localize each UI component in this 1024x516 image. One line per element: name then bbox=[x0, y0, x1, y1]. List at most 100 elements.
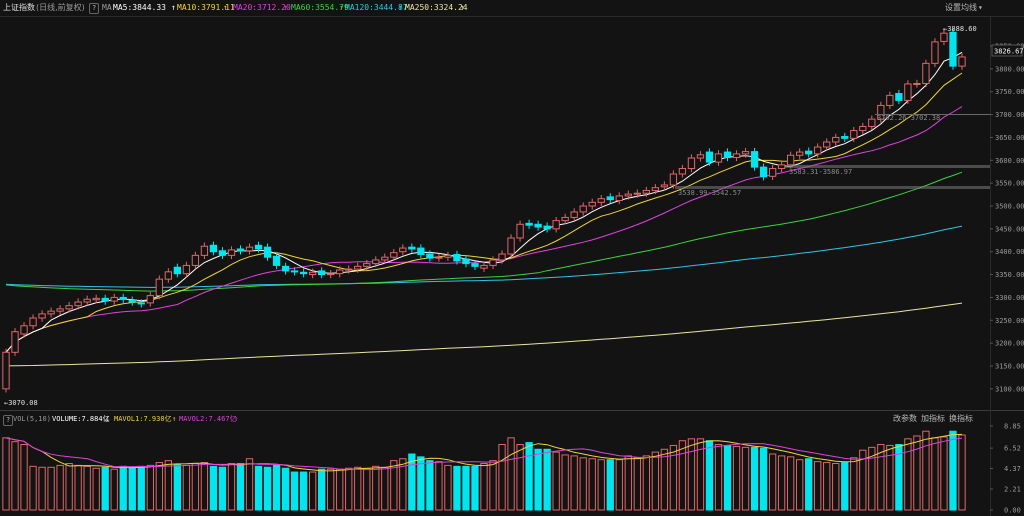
candle-body bbox=[940, 32, 948, 42]
volume-bar bbox=[272, 464, 281, 511]
candle bbox=[155, 275, 163, 300]
volume-bar bbox=[922, 430, 930, 511]
candle bbox=[101, 294, 109, 305]
volume-bar bbox=[173, 463, 182, 511]
candle-body bbox=[516, 223, 524, 239]
period-label[interactable]: (日线,前复权) bbox=[36, 3, 85, 12]
volume-bar bbox=[498, 444, 506, 511]
candle-body bbox=[606, 196, 614, 201]
chart-header: 上证指数 (日线,前复权) ? MA MA5:3844.33 ↑ MA10:37… bbox=[0, 0, 1024, 16]
volume-bar bbox=[525, 442, 533, 511]
volume-bar bbox=[11, 441, 19, 511]
candle-body bbox=[660, 184, 669, 188]
candle-body bbox=[841, 136, 849, 139]
candle-body bbox=[687, 157, 696, 170]
candle bbox=[570, 208, 578, 222]
vol-help-icon[interactable]: ? bbox=[3, 415, 14, 426]
chevron-down-icon[interactable]: ▾ bbox=[978, 3, 983, 12]
level-band-2 bbox=[785, 165, 990, 168]
candle-body bbox=[597, 198, 605, 203]
volume-bar bbox=[678, 440, 687, 511]
candle-body bbox=[489, 259, 497, 266]
price-tick-label: 3150.00 bbox=[995, 363, 1024, 371]
volume-bar bbox=[453, 465, 461, 511]
candle bbox=[200, 242, 209, 260]
candle bbox=[660, 181, 669, 191]
price-tick-label: 3400.00 bbox=[995, 248, 1024, 256]
volume-bar bbox=[768, 453, 777, 511]
candle-body bbox=[678, 168, 687, 175]
candle bbox=[895, 89, 903, 105]
candle-body bbox=[588, 201, 596, 207]
candle bbox=[543, 222, 551, 233]
candle-body bbox=[65, 305, 73, 310]
candle bbox=[83, 295, 91, 306]
candle bbox=[146, 291, 154, 307]
volume-bar bbox=[390, 460, 398, 511]
candle-body bbox=[759, 166, 768, 178]
candle-body bbox=[750, 151, 759, 168]
candle bbox=[381, 253, 389, 264]
volume-bar bbox=[850, 457, 858, 511]
candle bbox=[372, 256, 380, 268]
volume-bar bbox=[606, 459, 614, 511]
index-name[interactable]: 上证指数 bbox=[3, 3, 35, 12]
candle-body bbox=[868, 118, 876, 127]
candle-body bbox=[164, 271, 172, 280]
volume-bar bbox=[426, 460, 434, 511]
volume-bar bbox=[20, 444, 28, 511]
candle-body bbox=[173, 266, 182, 275]
volume-bar bbox=[354, 466, 362, 511]
candle bbox=[281, 262, 290, 275]
current-price-box bbox=[991, 44, 1023, 57]
ma5-arrow-icon: ↑ bbox=[171, 3, 176, 12]
volume-bar bbox=[218, 466, 227, 511]
volume-bars bbox=[2, 430, 966, 511]
volume-bar bbox=[191, 462, 200, 511]
volume-bar bbox=[308, 471, 317, 511]
volume-bar bbox=[786, 456, 795, 511]
candle-body bbox=[462, 258, 470, 265]
volume-bar bbox=[552, 451, 560, 511]
candle bbox=[669, 170, 678, 189]
volume-bar bbox=[471, 465, 479, 511]
candle bbox=[426, 250, 434, 262]
candle bbox=[137, 299, 145, 308]
ma10-arrow-icon: ↑ bbox=[223, 3, 228, 12]
candle bbox=[453, 250, 461, 265]
volume-bar bbox=[128, 466, 136, 511]
candle-body bbox=[83, 298, 91, 303]
candle bbox=[254, 241, 263, 253]
volume-bar bbox=[759, 447, 768, 511]
ma-settings-button[interactable]: 设置均线 bbox=[945, 3, 977, 12]
candle-body bbox=[895, 93, 903, 101]
volume-tick-label: 2.21 bbox=[1004, 486, 1021, 494]
volume-bar bbox=[588, 458, 596, 511]
tab-change-params[interactable]: 改参数 bbox=[893, 414, 917, 423]
volume-bar bbox=[642, 455, 650, 511]
volume-bar bbox=[696, 438, 705, 511]
mavol1-line bbox=[5, 433, 963, 472]
candle bbox=[516, 220, 524, 242]
candle-body bbox=[74, 301, 82, 307]
current-price-label: 3826.67 bbox=[994, 48, 1024, 56]
volume-bar bbox=[83, 465, 91, 511]
price-tick-label: 3200.00 bbox=[995, 340, 1024, 348]
candle-body bbox=[949, 31, 957, 67]
candle-body bbox=[128, 299, 136, 303]
candle bbox=[354, 262, 362, 273]
candle bbox=[534, 220, 542, 231]
price-tick-label: 3500.00 bbox=[995, 203, 1024, 211]
tab-switch-indicator[interactable]: 换指标 bbox=[949, 414, 973, 423]
help-icon[interactable]: ? bbox=[89, 3, 100, 14]
ma20-line bbox=[5, 106, 963, 353]
candle-body bbox=[642, 189, 650, 194]
candle-body bbox=[381, 256, 389, 261]
tab-add-indicator[interactable]: 加指标 bbox=[921, 414, 945, 423]
candle-body bbox=[805, 150, 813, 155]
volume-bar bbox=[931, 437, 939, 511]
volume-bar bbox=[732, 445, 741, 511]
candle bbox=[47, 307, 55, 318]
candle bbox=[561, 213, 569, 225]
